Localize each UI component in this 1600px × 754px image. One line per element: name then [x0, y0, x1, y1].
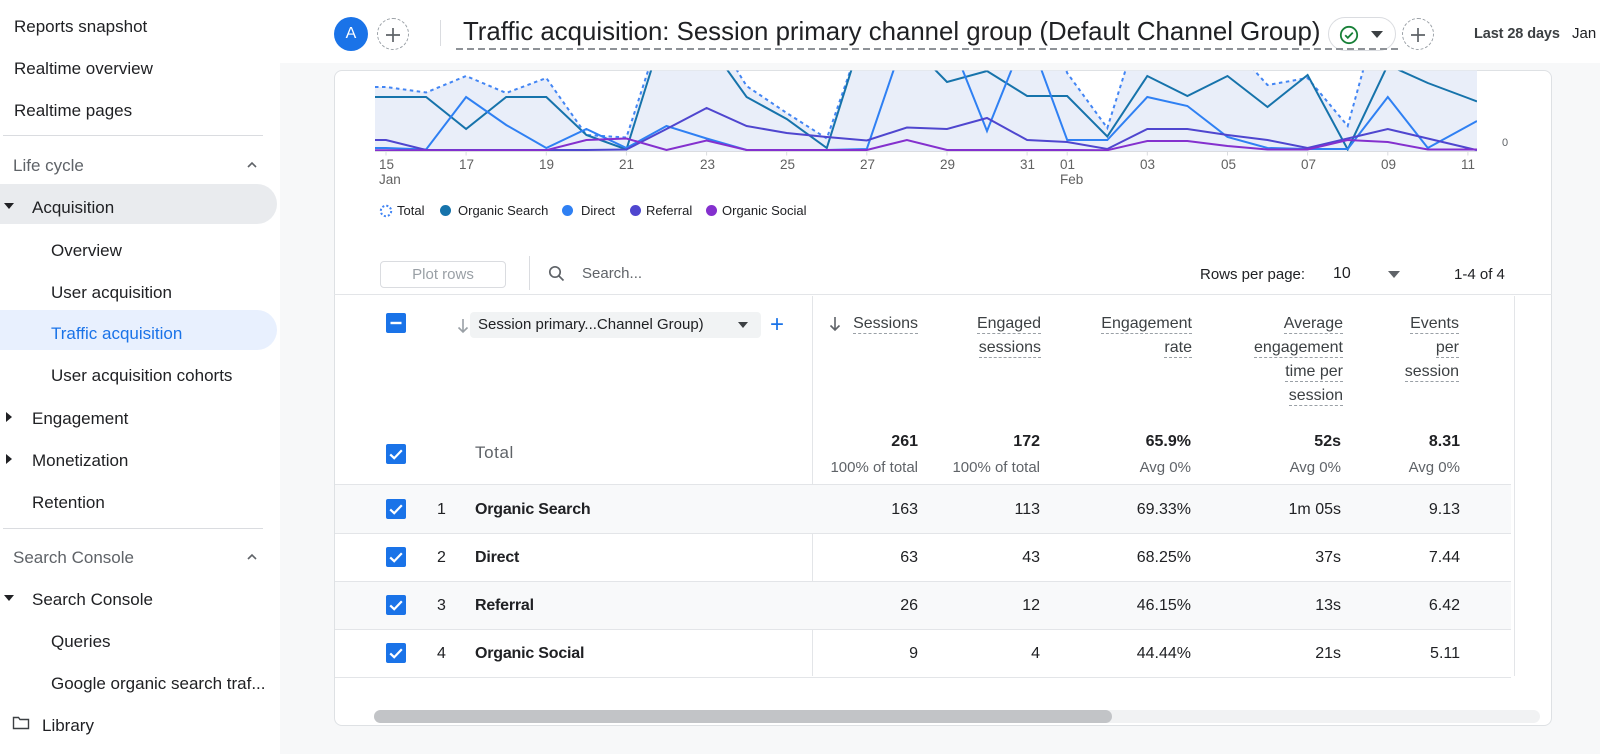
svg-text:0: 0 [1502, 137, 1508, 149]
